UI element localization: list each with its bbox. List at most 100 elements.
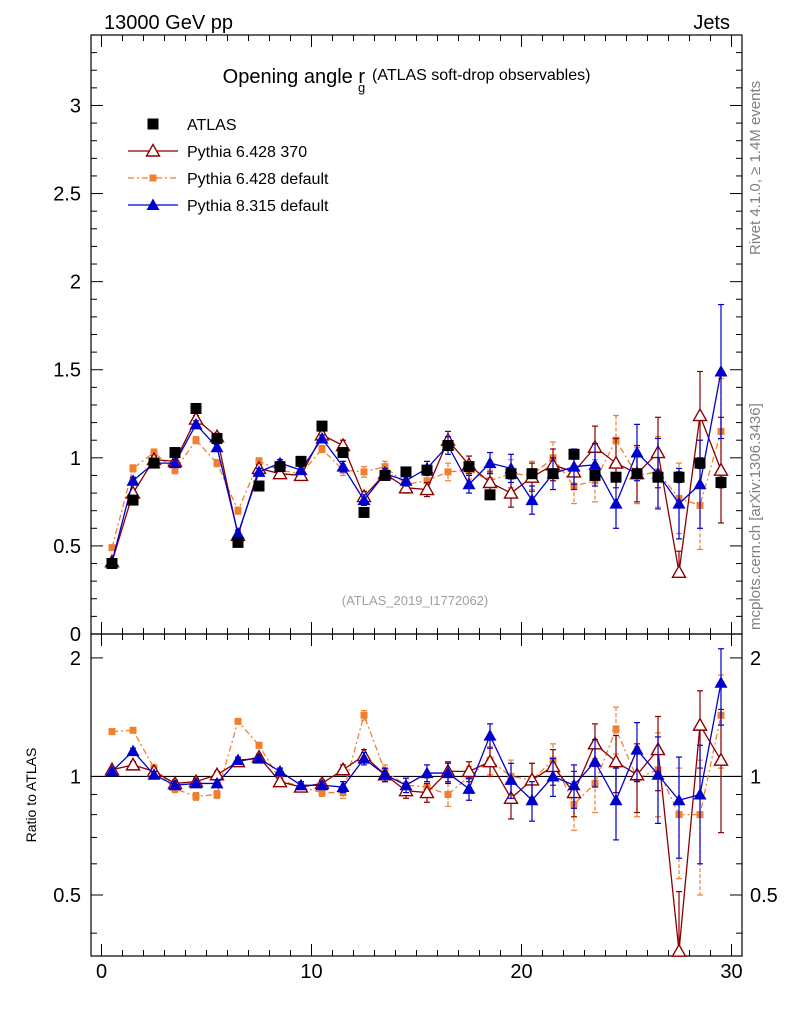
header-energy: 13000 GeV pp	[104, 12, 233, 34]
data-point	[125, 756, 141, 771]
data-point	[419, 784, 435, 799]
data-point	[168, 778, 182, 791]
data-point	[168, 456, 182, 469]
data-point	[129, 464, 137, 472]
data-point	[608, 455, 624, 469]
data-point	[693, 477, 707, 490]
data-point	[482, 753, 498, 768]
data-point	[252, 465, 266, 477]
legend-item: Pythia 6.428 370	[128, 143, 307, 161]
data-point	[694, 457, 706, 469]
data-point	[357, 752, 371, 764]
data-point	[213, 790, 221, 798]
series-line	[111, 415, 722, 573]
legend: ATLAS Pythia 6.428 370 Pythia 6.428 defaul…	[128, 117, 329, 215]
data-point	[442, 439, 454, 451]
legend-label: Pythia 6.428 370	[187, 144, 307, 161]
data-point	[444, 468, 452, 476]
data-point	[713, 462, 729, 476]
data-point	[360, 711, 368, 719]
mcplots-label: mcplots.cern.ch [arXiv:1306.3436]	[747, 403, 764, 630]
data-point	[546, 769, 560, 782]
legend-marker	[149, 174, 157, 182]
data-point	[379, 469, 391, 481]
data-point	[441, 766, 455, 779]
data-point	[357, 493, 371, 506]
data-point	[315, 431, 329, 444]
data-point	[335, 761, 351, 776]
y-tick-label: 0.5	[53, 536, 81, 558]
data-point	[567, 460, 581, 472]
data-point	[482, 474, 498, 489]
data-point	[503, 485, 519, 499]
data-point	[108, 728, 116, 736]
data-point	[693, 787, 707, 800]
y-tick-label: 0	[70, 624, 81, 646]
data-point	[232, 536, 244, 548]
legend-marker	[146, 198, 160, 210]
legend-item: Pythia 6.428 default	[128, 171, 329, 188]
y-tick-label: 3	[70, 95, 81, 117]
data-point	[294, 778, 308, 791]
main-data-layer	[104, 303, 729, 579]
data-point	[612, 725, 620, 733]
data-point	[461, 763, 477, 778]
y-tick-label: 2	[70, 272, 81, 294]
series-line	[111, 713, 722, 816]
data-point	[189, 417, 203, 430]
data-point	[399, 778, 413, 791]
data-point	[400, 466, 412, 478]
data-point	[210, 776, 224, 789]
data-point	[484, 489, 496, 501]
legend-marker	[147, 118, 159, 130]
x-tick-label: 10	[300, 961, 322, 983]
data-point	[610, 471, 622, 483]
main-axis-ticks: 0 0.5 1 1.5 2 2.5 3	[53, 34, 742, 646]
series-line	[111, 371, 722, 562]
plot-title: Opening angle r	[223, 66, 366, 88]
data-point	[652, 471, 664, 483]
ratio-panel: 0.5 0.5 1 1 2 2 Ratio to ATLAS	[23, 633, 778, 957]
data-point	[318, 445, 326, 453]
ratio-y-tick-label: 1	[70, 766, 81, 788]
data-point	[525, 793, 539, 806]
data-point	[189, 776, 203, 789]
data-point	[463, 461, 475, 473]
data-point	[126, 744, 140, 757]
data-point	[630, 743, 644, 755]
ratio-y-tick-label-right: 1	[750, 766, 761, 788]
data-point	[504, 773, 518, 785]
data-point	[294, 463, 308, 476]
data-point	[148, 457, 160, 469]
x-tick-label: 0	[96, 961, 107, 983]
data-point	[609, 497, 623, 509]
data-point	[420, 766, 434, 779]
data-point	[423, 477, 431, 485]
data-point	[673, 471, 685, 483]
x-tick-label: 20	[510, 961, 532, 983]
data-point	[234, 507, 242, 515]
data-point	[608, 753, 624, 768]
data-point	[462, 477, 476, 490]
series-line	[111, 723, 722, 952]
ratio-y-tick-label: 2	[70, 648, 81, 670]
analysis-label: (ATLAS_2019_I1772062)	[342, 593, 488, 608]
ratio-y-tick-label-right: 2	[750, 648, 761, 670]
ratio-data-layer	[104, 648, 729, 957]
data-point	[273, 764, 287, 777]
legend-label: ATLAS	[187, 117, 237, 134]
y-tick-label: 1.5	[53, 360, 81, 382]
data-point	[630, 446, 644, 458]
x-tick-labels: 0 10 20 30	[96, 961, 743, 983]
series-line	[111, 682, 722, 802]
ratio-frame	[90, 633, 743, 957]
data-point	[671, 943, 687, 957]
series-line	[111, 431, 722, 548]
data-point	[505, 468, 517, 480]
data-point	[360, 468, 368, 476]
data-point	[337, 447, 349, 459]
data-point	[526, 468, 538, 480]
data-point	[272, 773, 288, 788]
data-point	[171, 466, 179, 474]
